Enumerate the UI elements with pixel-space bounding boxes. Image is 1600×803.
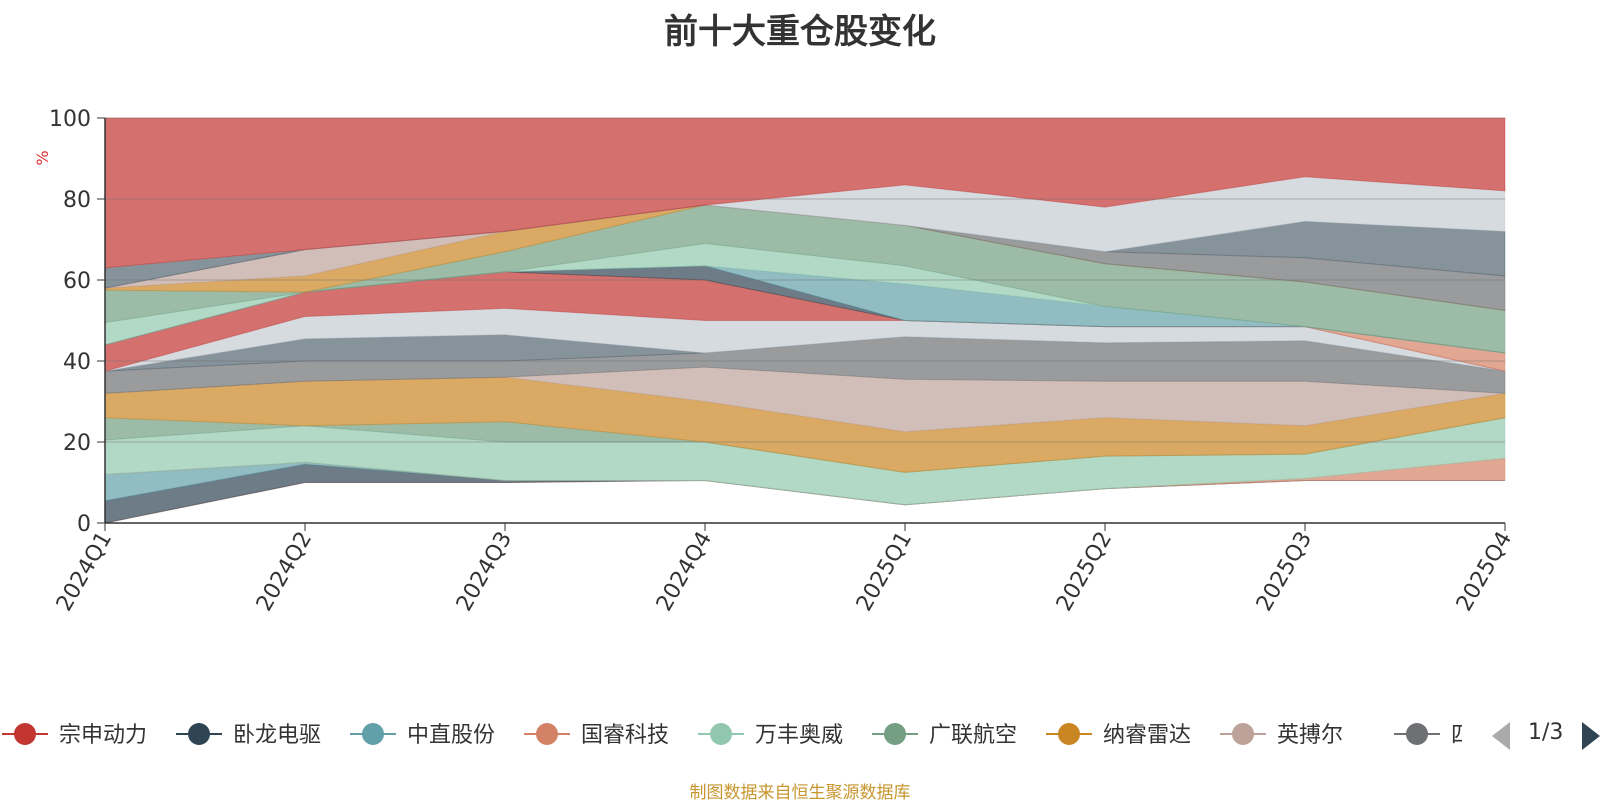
legend-item[interactable]: 国睿科技	[524, 723, 669, 748]
area-bands	[104, 117, 1506, 524]
x-tick-label: 2025Q3	[1252, 528, 1317, 616]
legend-item[interactable]: 四川九洲	[1394, 723, 1539, 748]
legend-marker	[362, 723, 384, 745]
area-band-20	[104, 204, 1506, 289]
legend-marker	[710, 723, 732, 745]
legend-item[interactable]: 中直股份	[350, 723, 495, 748]
legend-marker	[1232, 723, 1254, 745]
legend-label: 卧龙电驱	[233, 723, 321, 748]
area-band-17	[104, 204, 1506, 311]
legend-label: 广联航空	[929, 723, 1017, 748]
legend-item[interactable]: 英搏尔	[1220, 723, 1343, 748]
legend-next-arrow-icon[interactable]	[1582, 722, 1600, 750]
legend-label: 宗申动力	[59, 723, 147, 748]
y-tick-label: 60	[63, 269, 91, 294]
area-band-22	[104, 117, 1506, 269]
x-tick-label: 2024Q2	[252, 528, 317, 616]
y-tick-label: 40	[63, 350, 91, 375]
y-tick-label: 0	[77, 512, 91, 537]
legend-pager-label: 1/3	[1528, 720, 1564, 745]
legend-marker	[536, 723, 558, 745]
area-band-19	[104, 204, 1506, 311]
legend-item[interactable]: 万丰奥威	[698, 723, 843, 748]
legend-label: 纳睿雷达	[1103, 723, 1191, 748]
y-tick-label: 80	[63, 188, 91, 213]
legend-item[interactable]: 纳睿雷达	[1046, 723, 1191, 748]
y-axis-unit: %	[33, 150, 52, 165]
legend-item[interactable]: 宗申动力	[2, 723, 147, 748]
legend-label: 中直股份	[407, 723, 495, 748]
legend-marker	[884, 723, 906, 745]
legend-items: 宗申动力 卧龙电驱 中直股份 国睿科技 万丰奥威 广联航空 纳睿雷达 英搏尔 四川九洲	[2, 723, 1539, 748]
chart-title: 前十大重仓股变化	[664, 12, 936, 52]
legend-marker	[1058, 723, 1080, 745]
legend-label: 四川九洲	[1451, 723, 1539, 748]
area-band-8	[104, 336, 1506, 394]
y-tick-label: 20	[63, 431, 91, 456]
legend-item[interactable]: 卧龙电驱	[176, 723, 321, 748]
legend-item[interactable]: 广联航空	[872, 723, 1017, 748]
legend-label: 万丰奥威	[755, 723, 843, 748]
grid-lines	[105, 117, 1505, 443]
x-tick-label: 2025Q2	[1052, 528, 1117, 616]
area-band-12	[104, 271, 1506, 372]
x-tick-label: 2024Q1	[52, 528, 117, 616]
area-band-16	[104, 204, 1506, 354]
legend-prev-arrow-icon[interactable]	[1492, 722, 1510, 750]
legend-marker	[1406, 723, 1428, 745]
legend-marker	[188, 723, 210, 745]
legend-label: 英搏尔	[1277, 723, 1343, 748]
legend-marker	[14, 723, 36, 745]
y-tick-label: 100	[49, 107, 91, 132]
x-tick-label: 2025Q1	[852, 528, 917, 616]
area-band-0	[104, 479, 1505, 524]
x-tick-label: 2025Q4	[1452, 528, 1517, 616]
legend-label: 国睿科技	[581, 723, 669, 748]
legend: 宗申动力 卧龙电驱 中直股份 国睿科技 万丰奥威 广联航空 纳睿雷达 英搏尔 四川九洲	[2, 722, 1600, 750]
x-tick-label: 2024Q3	[452, 528, 517, 616]
x-tick-label: 2024Q4	[652, 528, 717, 616]
source-note: 制图数据来自恒生聚源数据库	[689, 783, 911, 803]
